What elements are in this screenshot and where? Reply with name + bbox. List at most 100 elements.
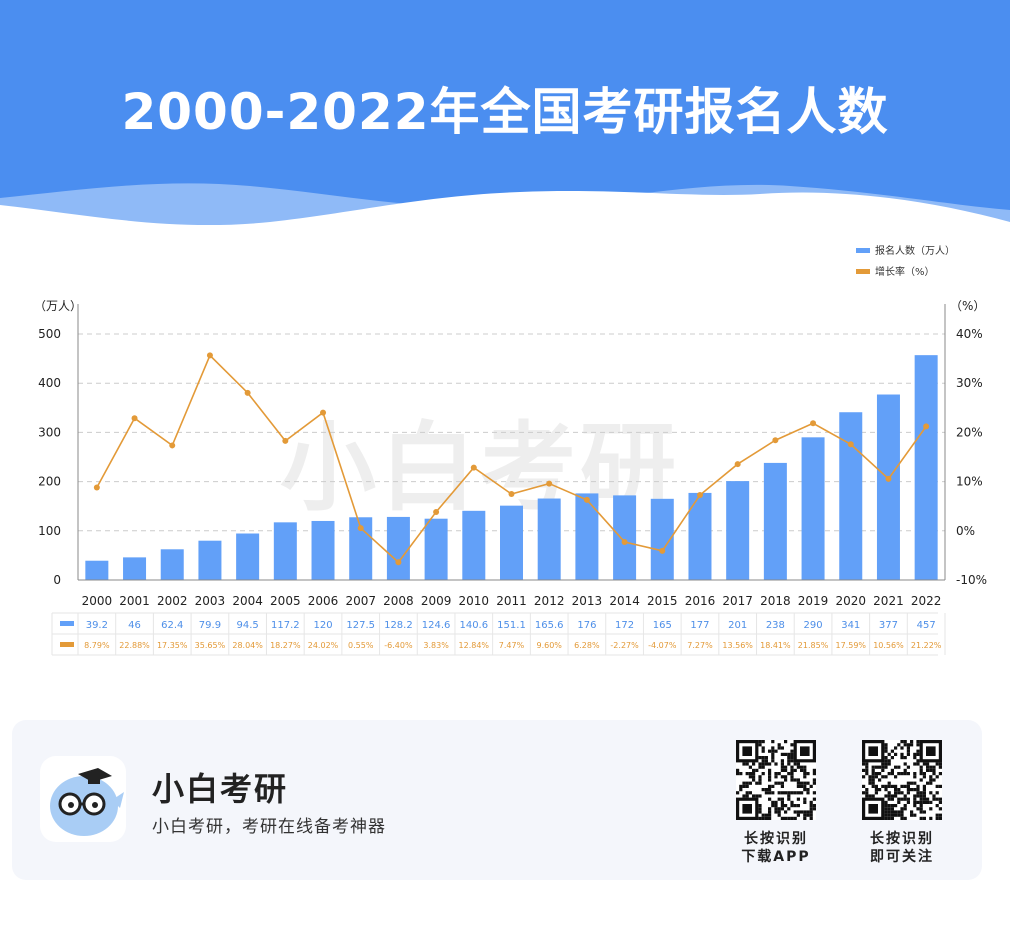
x-tick-label: 2008 [383, 594, 414, 608]
growth-rate-point [357, 525, 364, 532]
x-tick-label: 2022 [911, 594, 942, 608]
growth-rate-point [659, 547, 666, 554]
table-cell-rate: 6.28% [574, 641, 600, 650]
table-cell-count: 176 [577, 620, 596, 631]
qr-download-caption-line1: 长按识别 [744, 831, 808, 847]
growth-rate-point [320, 409, 327, 416]
y-left-tick-label: 0 [53, 573, 61, 587]
table-cell-rate: 12.84% [459, 641, 490, 650]
y-right-tick-label: -10% [956, 573, 987, 587]
header-background [0, 0, 1010, 240]
bar [537, 498, 561, 580]
y-right-tick-label: 30% [956, 376, 983, 390]
growth-rate-point [885, 475, 892, 482]
table-cell-rate: 28.04% [232, 641, 263, 650]
growth-rate-point [508, 491, 515, 498]
qr-code-follow[interactable] [862, 740, 942, 820]
growth-rate-point [583, 496, 590, 503]
x-tick-label: 2004 [232, 594, 263, 608]
table-cell-rate: -2.27% [610, 641, 639, 650]
qr-download-caption-line2: 下载APP [741, 849, 811, 865]
y-right-tick-label: 40% [956, 327, 983, 341]
app-logo[interactable] [40, 756, 126, 842]
qr-follow-caption: 长按识别 即可关注 [847, 830, 957, 866]
table-cell-rate: 0.55% [348, 641, 374, 650]
x-tick-label: 2011 [496, 594, 527, 608]
qr-code-download-app[interactable] [736, 740, 816, 820]
table-cell-rate: 22.88% [119, 641, 150, 650]
growth-rate-point [696, 492, 703, 499]
logo-bird-icon [50, 768, 124, 836]
y-left-tick-label: 100 [38, 524, 61, 538]
x-tick-label: 2010 [459, 594, 490, 608]
qr-follow-caption-line2: 即可关注 [870, 849, 934, 865]
table-cell-count: 238 [766, 620, 785, 631]
table-cell-count: 165.6 [535, 620, 564, 631]
bar [462, 510, 486, 580]
qr-download-caption: 长按识别 下载APP [721, 830, 831, 866]
x-tick-label: 2019 [798, 594, 829, 608]
table-cell-rate: 7.47% [499, 641, 525, 650]
bar [688, 492, 712, 580]
growth-rate-point [772, 437, 779, 444]
table-cell-count: 46 [128, 620, 141, 631]
growth-rate-point [244, 389, 251, 396]
table-swatch-bar [60, 621, 74, 626]
table-cell-rate: 21.85% [798, 641, 829, 650]
y-left-tick-label: 500 [38, 327, 61, 341]
bar [123, 557, 147, 580]
y-right-tick-label: 10% [956, 475, 983, 489]
bar [575, 493, 599, 580]
growth-rate-point [282, 437, 289, 444]
table-cell-rate: 24.02% [308, 641, 339, 650]
growth-rate-point [395, 559, 402, 566]
table-cell-rate: 7.27% [687, 641, 713, 650]
bar [914, 355, 938, 580]
table-cell-count: 172 [615, 620, 634, 631]
table-cell-rate: -6.40% [384, 641, 413, 650]
bar [424, 518, 448, 580]
table-cell-count: 117.2 [271, 620, 300, 631]
x-tick-label: 2006 [308, 594, 339, 608]
bar [500, 505, 523, 580]
table-cell-count: 177 [690, 620, 709, 631]
table-cell-rate: 35.65% [195, 641, 226, 650]
table-cell-count: 94.5 [236, 620, 258, 631]
legend-swatch-bar [856, 248, 870, 253]
table-cell-rate: 9.60% [536, 641, 562, 650]
y-right-tick-label: 20% [956, 425, 983, 439]
bar [613, 495, 637, 580]
bar [311, 520, 335, 580]
x-tick-label: 2001 [119, 594, 150, 608]
table-cell-rate: 21.22% [911, 641, 942, 650]
table-cell-count: 165 [653, 620, 672, 631]
growth-rate-point [433, 508, 440, 515]
legend-label: 增长率（%） [875, 265, 935, 278]
app-slogan: 小白考研，考研在线备考神器 [152, 817, 386, 837]
table-cell-rate: 13.56% [722, 641, 753, 650]
page-title: 2000-2022年全国考研报名人数 [121, 83, 889, 141]
table-cell-count: 62.4 [161, 620, 183, 631]
qr-follow-caption-line1: 长按识别 [870, 831, 934, 847]
growth-rate-point [847, 441, 854, 448]
growth-rate-point [546, 480, 553, 487]
x-tick-label: 2003 [195, 594, 226, 608]
qr-code-icon [862, 740, 942, 820]
table-cell-count: 127.5 [346, 620, 375, 631]
x-tick-label: 2005 [270, 594, 301, 608]
growth-rate-point [93, 484, 100, 491]
table-cell-rate: 10.56% [873, 641, 904, 650]
table-cell-count: 120 [313, 620, 332, 631]
table-cell-rate: 8.79% [84, 641, 110, 650]
growth-rate-point [621, 538, 628, 545]
bar [726, 481, 750, 580]
table-cell-count: 151.1 [497, 620, 526, 631]
x-tick-label: 2012 [534, 594, 565, 608]
table-cell-count: 457 [917, 620, 936, 631]
bar [876, 394, 900, 580]
bar [763, 462, 787, 580]
table-cell-count: 39.2 [86, 620, 108, 631]
x-tick-label: 2017 [722, 594, 753, 608]
growth-rate-point [470, 464, 477, 471]
growth-rate-point [923, 423, 930, 430]
